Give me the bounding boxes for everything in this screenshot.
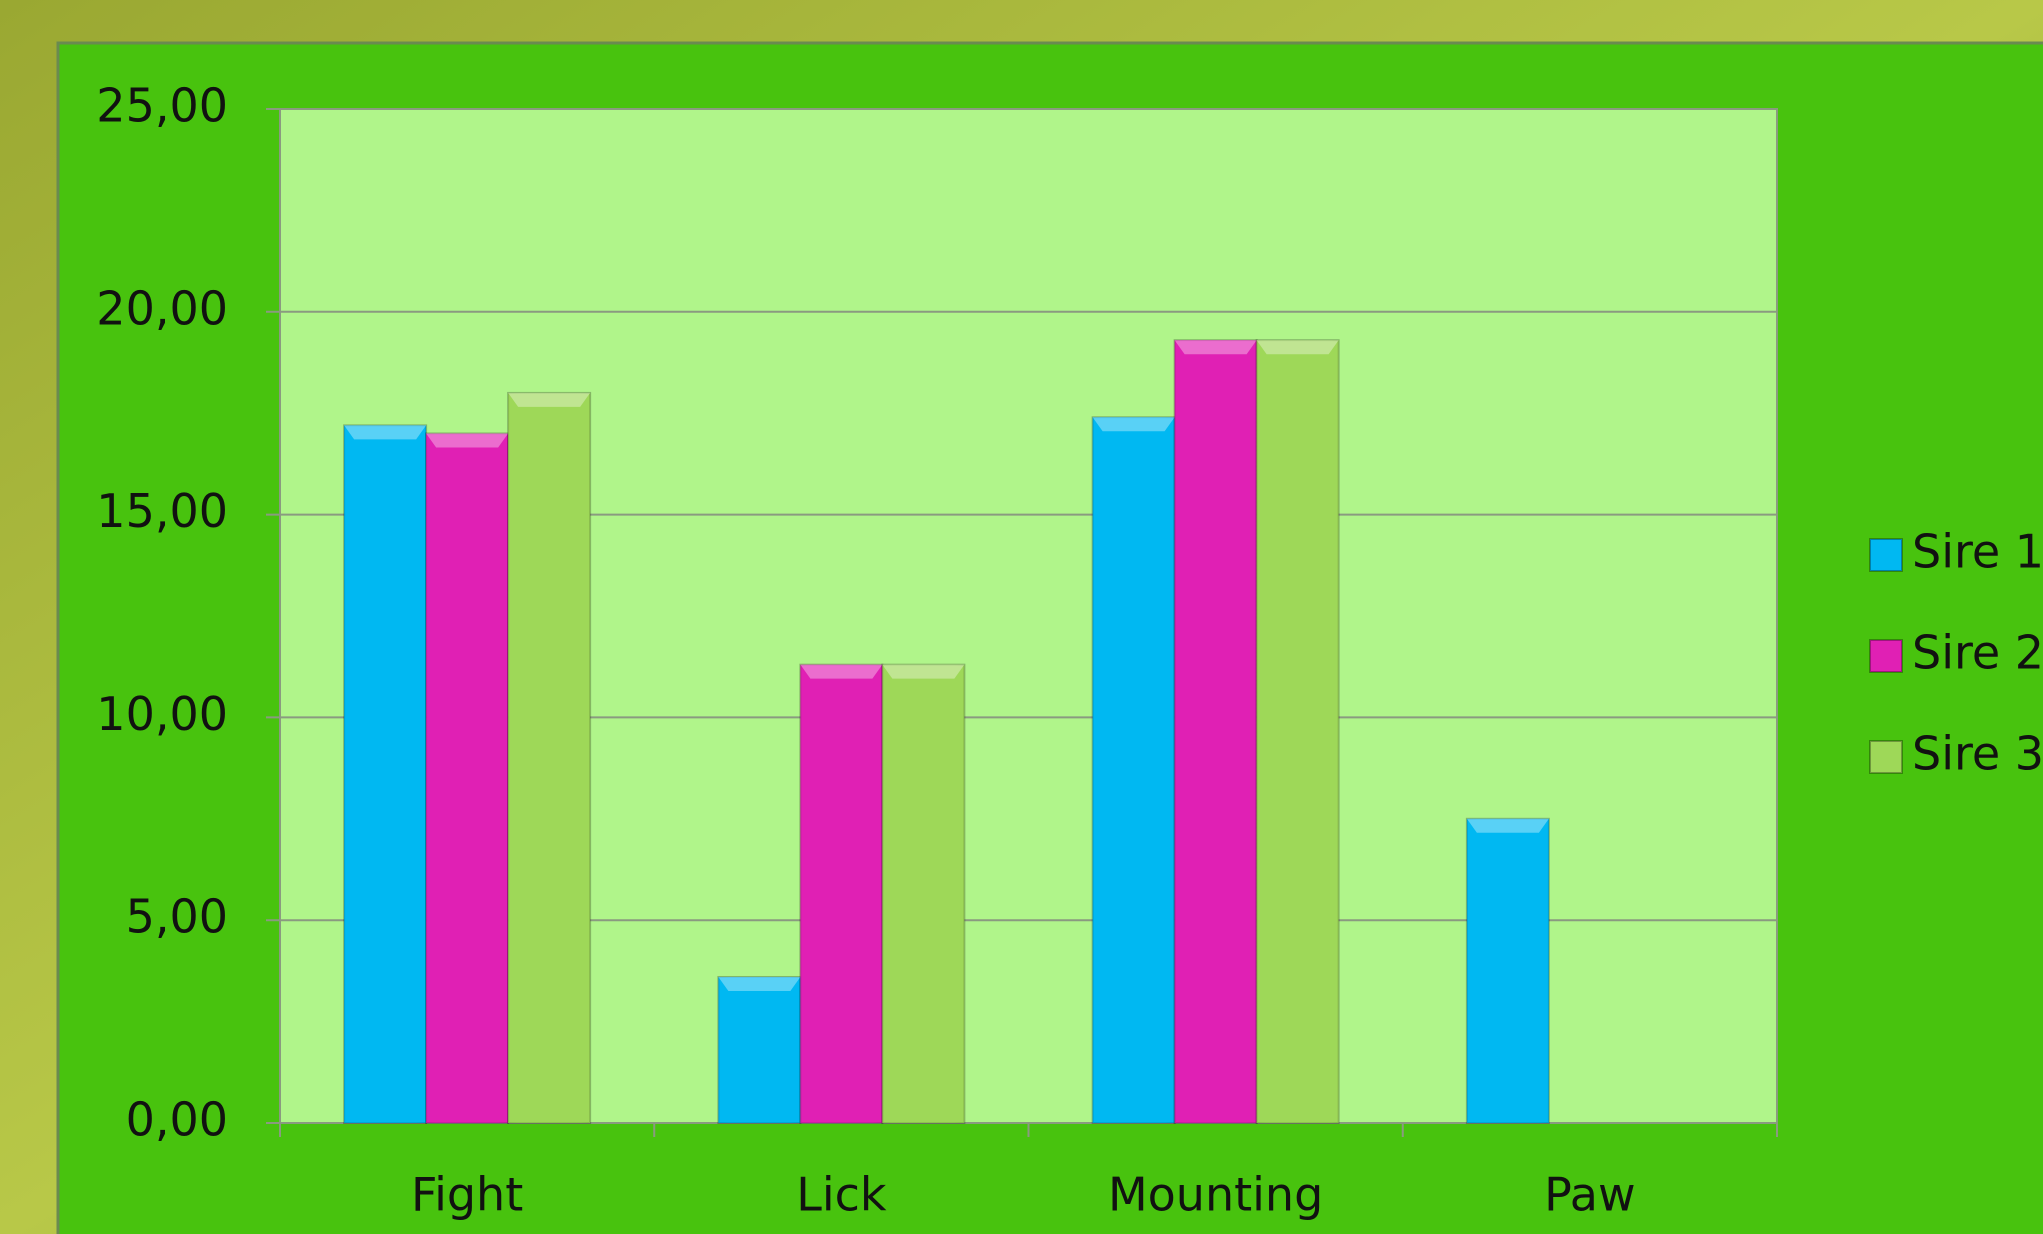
bar-bevel bbox=[1092, 417, 1175, 432]
bar-bevel bbox=[1466, 818, 1549, 833]
legend-label: Sire 2 bbox=[1912, 626, 2043, 680]
bar-bevel bbox=[1256, 340, 1339, 355]
bar-bevel bbox=[718, 976, 801, 991]
bar-shade bbox=[508, 392, 591, 1123]
bar-bevel bbox=[882, 664, 965, 679]
y-tick-label: 10,00 bbox=[96, 687, 228, 741]
x-tick-label: Fight bbox=[411, 1168, 523, 1222]
bar-bevel bbox=[344, 425, 427, 440]
bar-shade bbox=[882, 664, 965, 1123]
bar-bevel bbox=[800, 664, 883, 679]
legend-label: Sire 3 bbox=[1912, 727, 2043, 781]
bar-shade bbox=[426, 433, 509, 1124]
legend-swatch bbox=[1869, 740, 1903, 774]
bar-bevel bbox=[1174, 340, 1257, 355]
y-tick-label: 20,00 bbox=[96, 281, 228, 335]
bar-shade bbox=[1466, 818, 1549, 1123]
bar-bevel bbox=[508, 392, 591, 407]
x-tick-label: Paw bbox=[1544, 1168, 1635, 1222]
y-tick-label: 25,00 bbox=[96, 79, 228, 133]
bar-shade bbox=[344, 425, 427, 1123]
x-tick-label: Lick bbox=[796, 1168, 887, 1222]
bar-shade bbox=[1174, 340, 1257, 1123]
bar-shade bbox=[1256, 340, 1339, 1123]
bar-bevel bbox=[426, 433, 509, 448]
legend-swatch bbox=[1869, 639, 1903, 673]
y-tick-label: 15,00 bbox=[96, 484, 228, 538]
bar-shade bbox=[800, 664, 883, 1123]
x-tick-label: Mounting bbox=[1108, 1168, 1323, 1222]
y-tick-label: 0,00 bbox=[126, 1093, 228, 1147]
legend-label: Sire 1 bbox=[1912, 525, 2043, 579]
bar-shade bbox=[1092, 417, 1175, 1124]
legend-swatch bbox=[1869, 538, 1903, 572]
bar-shade bbox=[718, 976, 801, 1123]
y-tick-label: 5,00 bbox=[126, 890, 228, 944]
